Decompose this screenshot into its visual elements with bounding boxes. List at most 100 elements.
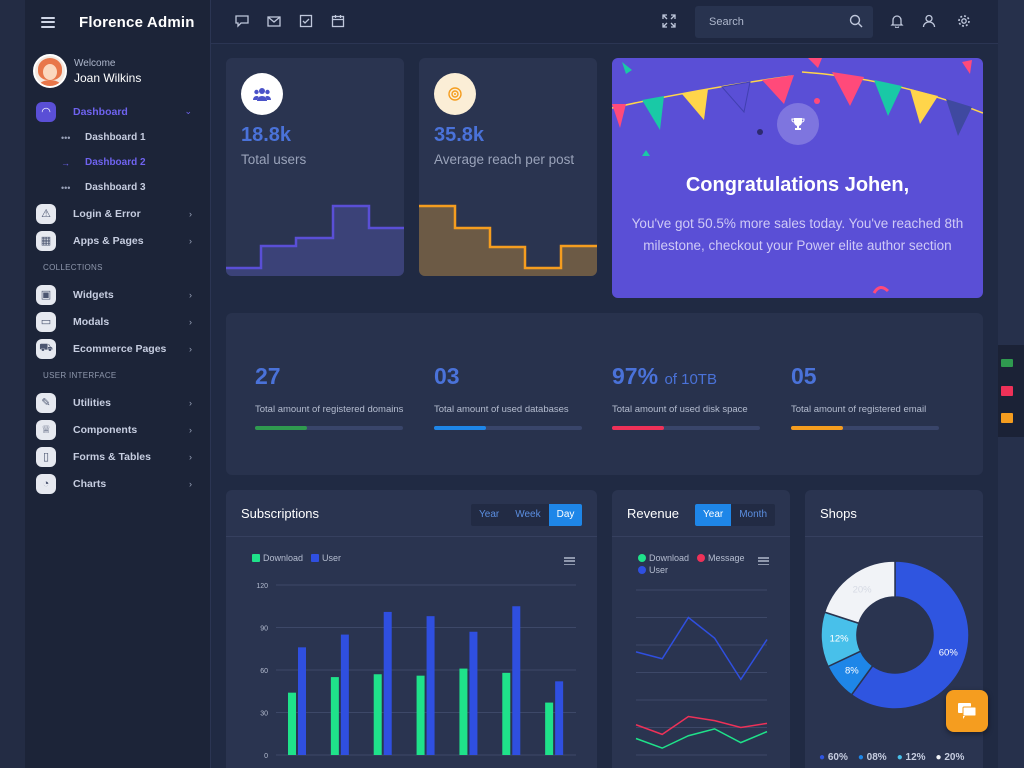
metric-number: 05 [791,363,817,389]
sidebar-item-components[interactable]: ♕ Components › [25,416,210,443]
sidebar-item-label: Ecommerce Pages [73,342,167,355]
fullscreen-icon[interactable] [662,14,676,28]
legend-item: ● 08% [857,752,887,763]
shops-donut-chart: 60% 8% 12% 20% [820,560,970,710]
sidebar-item-login[interactable]: ⚠ Login & Error › [25,200,210,227]
metric-number: 03 [434,363,460,389]
revenue-tabs: Year Month [695,504,776,526]
tab-month[interactable]: Month [739,509,768,520]
reach-sparkline [419,204,597,276]
legend-label: Download [649,553,690,563]
image-icon[interactable] [1001,386,1013,396]
metric-number: 97% [612,363,659,389]
legend-label: 12% [905,752,926,763]
dots-icon: ••• [61,182,71,193]
search-icon[interactable] [849,14,863,28]
users-sparkline [226,204,404,276]
sidebar-subitem-label: Dashboard 2 [85,157,146,168]
chat-bubble-icon [958,703,977,719]
legend-item: ● 20% [935,752,965,763]
legend-label: User [649,565,669,575]
progress-fill [791,426,843,430]
search-input[interactable] [709,16,839,28]
bar-download [288,692,296,755]
chart-menu-icon[interactable] [758,557,769,565]
panel-title: Shops [820,506,857,521]
calendar-icon[interactable] [331,14,345,28]
slice-label: 20% [853,585,873,596]
bar-download [416,675,425,755]
legend-item-download: Download [638,553,689,563]
chat-icon[interactable] [235,14,249,28]
user-icon[interactable] [922,14,936,28]
sidebar-subitem-dashboard-1[interactable]: ••• Dashboard 1 [25,125,210,150]
bell-icon[interactable] [890,14,904,28]
metric-value: 97% of 10TB [612,363,717,390]
tab-day[interactable]: Day [548,504,583,526]
sidebar-item-label: Utilities [73,396,111,409]
sidebar-item-dashboard[interactable]: ◠ Dashboard ⌄ [25,98,210,125]
sidebar-item-ecommerce[interactable]: ⛟ Ecommerce Pages › [25,335,210,362]
chevron-right-icon: › [189,316,192,327]
sidebar-subitem-dashboard-3[interactable]: ••• Dashboard 3 [25,175,210,200]
sidebar-item-forms[interactable]: ▯ Forms & Tables › [25,443,210,470]
donut-slice [823,560,896,625]
stat-card-users: 18.8k Total users [226,58,404,276]
section-title-user-interface: USER INTERFACE [43,371,117,380]
menu-toggle-icon[interactable] [41,16,55,28]
metric-value: 05 [791,363,817,390]
chart-menu-icon[interactable] [564,557,575,565]
user-name: Joan Wilkins [74,70,142,85]
sidebar-item-apps[interactable]: ▦ Apps & Pages › [25,227,210,254]
sidebar-item-utilities[interactable]: ✎ Utilities › [25,389,210,416]
y-tick-label: 0 [264,753,268,760]
tab-week[interactable]: Week [515,509,541,520]
sidebar-item-charts[interactable]: ◔ Charts › [25,470,210,497]
legend-label: 60% [827,752,848,763]
y-tick-label: 60 [260,668,268,675]
bar-user [469,631,478,755]
warning-icon: ⚠ [36,203,56,224]
user-profile[interactable]: Welcome Joan Wilkins [25,44,210,90]
revenue-card: Revenue Year Month Download Message User [612,490,790,768]
sidebar-item-widgets[interactable]: ▣ Widgets › [25,281,210,308]
legend-label: Message [708,553,745,563]
checkbox-icon[interactable] [299,14,313,28]
side-tools [998,345,1024,437]
subscriptions-card: Subscriptions Year Week Day Download Use… [226,490,597,768]
bar-download [545,702,554,755]
sidebar-item-label: Login & Error [73,207,141,220]
cart-tool-icon[interactable] [1001,413,1013,423]
sidebar-item-label: Modals [73,315,110,328]
subscriptions-legend: Download User [252,553,341,563]
section-title-collections: COLLECTIONS [43,263,103,272]
slice-label: 60% [939,647,959,658]
mail-icon[interactable] [267,14,281,28]
shops-card: Shops 60% 8% 12% 20% ● 60% ● 08% ● 12% ● 20… [805,490,983,768]
series-line-download [635,728,768,749]
search-box[interactable] [695,6,873,38]
chat-button[interactable] [946,690,988,732]
gear-icon[interactable] [957,14,971,28]
confetti-piece [872,286,890,294]
legend-item-download: Download [252,553,303,563]
y-tick-label: 30 [260,711,268,718]
sidebar-subitem-dashboard-2[interactable]: → Dashboard 2 [25,150,210,175]
legend-label: 20% [944,752,965,763]
bar-user [298,647,306,755]
chevron-right-icon: › [189,451,192,462]
tab-year[interactable]: Year [479,509,500,520]
divider [805,536,983,537]
sidebar-item-label: Apps & Pages [73,234,144,247]
tab-year[interactable]: Year [695,504,732,526]
sidebar-item-label: Widgets [73,288,114,301]
money-icon[interactable] [1001,359,1013,367]
subscriptions-tabs: Year Week Day [471,504,583,526]
welcome-text: Welcome [74,57,116,69]
progress-bar [612,426,760,430]
shops-legend: ● 60% ● 08% ● 12% ● 20% [819,752,964,763]
sidebar-item-modals[interactable]: ▭ Modals › [25,308,210,335]
avatar[interactable] [33,54,67,88]
topbar [211,0,998,44]
stat-value: 18.8k [241,124,292,146]
